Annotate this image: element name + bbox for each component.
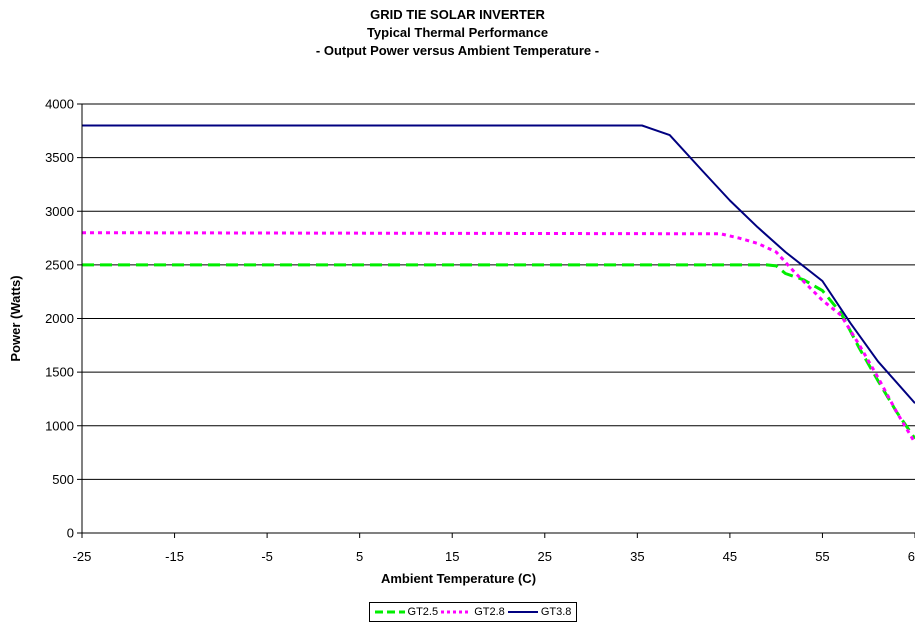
x-tick-label: 55 xyxy=(815,549,829,564)
series-line-gt25 xyxy=(82,263,915,440)
y-tick-label: 1000 xyxy=(45,418,74,433)
x-axis-title: Ambient Temperature (C) xyxy=(381,571,536,586)
chart-subtitle-2: - Output Power versus Ambient Temperatur… xyxy=(315,43,600,58)
x-tick-label: 65 xyxy=(908,549,915,564)
x-tick-label: -15 xyxy=(165,549,184,564)
legend-swatch-gt28 xyxy=(441,610,472,614)
legend-label-gt25: GT2.5 xyxy=(407,606,439,618)
y-axis-title: Power (Watts) xyxy=(8,275,23,361)
legend-item-gt38: GT3.8 xyxy=(507,606,572,618)
y-tick-label: 2000 xyxy=(45,311,74,326)
y-tick-label: 4000 xyxy=(45,97,74,112)
series-lines xyxy=(81,124,915,444)
x-tick-label: 35 xyxy=(630,549,644,564)
chart-title-block: GRID TIE SOLAR INVERTER Typical Thermal … xyxy=(0,6,915,60)
legend: GT2.5 GT2.8 GT3.8 xyxy=(369,602,577,622)
series-line-gt28 xyxy=(81,231,915,444)
x-tick-label: -5 xyxy=(261,549,273,564)
chart-subtitle: Typical Thermal Performance xyxy=(366,25,549,40)
y-tick-label: 3000 xyxy=(45,204,74,219)
legend-swatch-gt25 xyxy=(374,610,405,614)
y-tick-label: 3500 xyxy=(45,150,74,165)
x-tick-label: 15 xyxy=(445,549,459,564)
series-line-gt38 xyxy=(82,124,915,404)
y-tick-label: 500 xyxy=(52,472,74,487)
x-tick-label: -25 xyxy=(73,549,92,564)
legend-label-gt28: GT2.8 xyxy=(474,606,505,618)
x-tick-label: 5 xyxy=(356,549,363,564)
tick-labels: 0 500 1000 1500 2000 2500 3000 3500 4000 -25 -15 -5… xyxy=(45,97,915,565)
chart-title: GRID TIE SOLAR INVERTER xyxy=(370,7,545,22)
legend-item-gt28: GT2.8 xyxy=(441,606,505,618)
gridlines xyxy=(82,103,915,480)
y-tick-label: 2500 xyxy=(45,257,74,272)
y-tick-label: 1500 xyxy=(45,365,74,380)
y-tick-label: 0 xyxy=(67,526,74,541)
legend-item-gt25: GT2.5 xyxy=(374,606,439,618)
x-tick-label: 45 xyxy=(723,549,737,564)
axes xyxy=(77,103,915,538)
legend-swatch-gt38 xyxy=(507,611,538,613)
legend-label-gt38: GT3.8 xyxy=(540,606,572,618)
x-tick-label: 25 xyxy=(538,549,552,564)
